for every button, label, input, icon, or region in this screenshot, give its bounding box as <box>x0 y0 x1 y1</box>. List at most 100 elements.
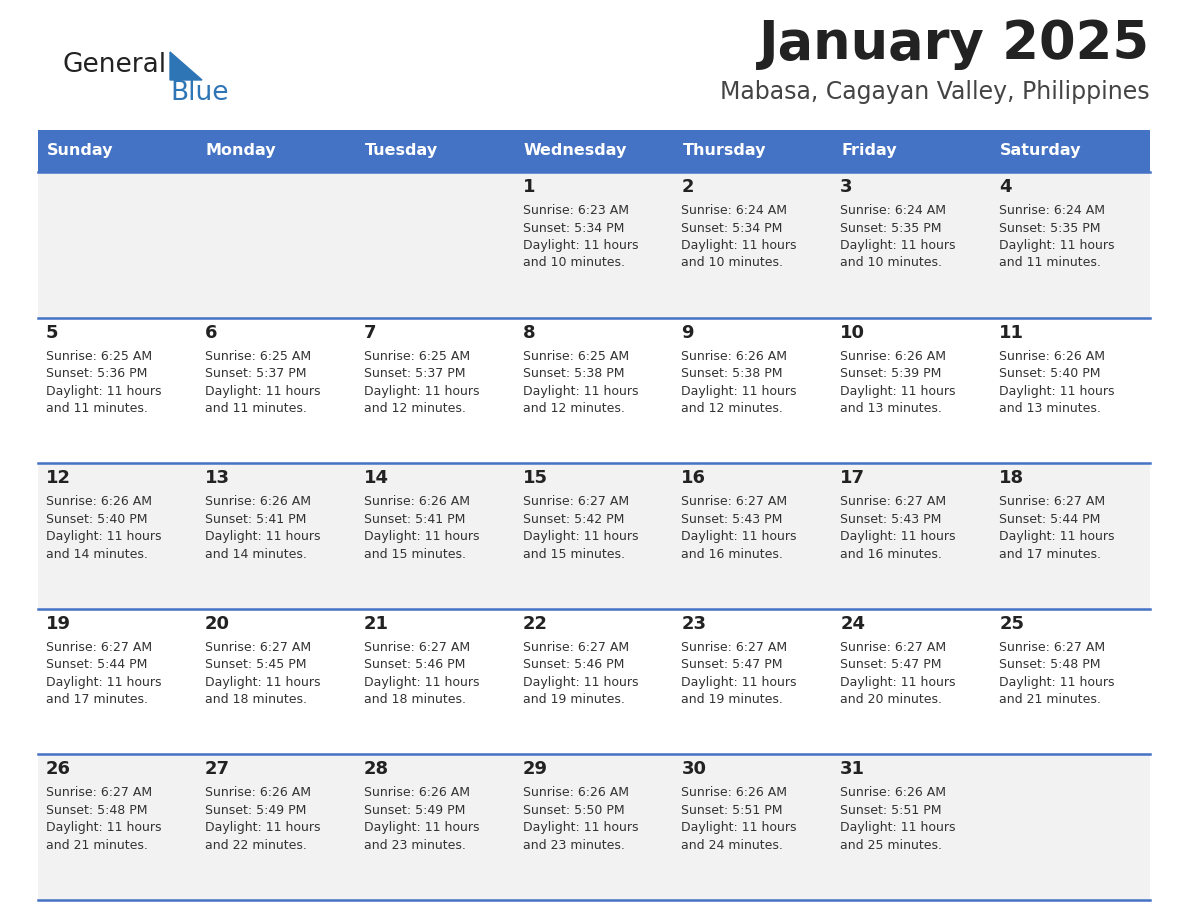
Bar <box>197 755 355 900</box>
Text: Sunrise: 6:26 AM: Sunrise: 6:26 AM <box>840 787 947 800</box>
Text: Sunrise: 6:27 AM: Sunrise: 6:27 AM <box>682 641 788 654</box>
Bar <box>197 609 355 755</box>
Bar <box>991 130 1150 172</box>
Text: 31: 31 <box>840 760 865 778</box>
Text: Sunset: 5:37 PM: Sunset: 5:37 PM <box>364 367 466 380</box>
Text: 27: 27 <box>204 760 229 778</box>
Text: 14: 14 <box>364 469 388 487</box>
Text: Sunset: 5:34 PM: Sunset: 5:34 PM <box>523 221 624 234</box>
Bar <box>355 318 514 464</box>
Text: 22: 22 <box>523 615 548 633</box>
Text: Sunset: 5:42 PM: Sunset: 5:42 PM <box>523 512 624 526</box>
Text: and 18 minutes.: and 18 minutes. <box>204 693 307 706</box>
Bar <box>38 609 197 755</box>
Text: 8: 8 <box>523 324 536 341</box>
Text: Sunset: 5:51 PM: Sunset: 5:51 PM <box>840 804 942 817</box>
Text: Sunset: 5:43 PM: Sunset: 5:43 PM <box>682 512 783 526</box>
Bar <box>833 130 991 172</box>
Bar <box>674 130 833 172</box>
Text: Sunset: 5:40 PM: Sunset: 5:40 PM <box>999 367 1100 380</box>
Text: Sunset: 5:51 PM: Sunset: 5:51 PM <box>682 804 783 817</box>
Text: Sunrise: 6:27 AM: Sunrise: 6:27 AM <box>840 641 947 654</box>
Bar <box>833 755 991 900</box>
Text: Mabasa, Cagayan Valley, Philippines: Mabasa, Cagayan Valley, Philippines <box>720 80 1150 104</box>
Text: 9: 9 <box>682 324 694 341</box>
Text: and 14 minutes.: and 14 minutes. <box>204 548 307 561</box>
Bar <box>514 130 674 172</box>
Text: 23: 23 <box>682 615 707 633</box>
Bar <box>38 755 197 900</box>
Text: Sunset: 5:47 PM: Sunset: 5:47 PM <box>682 658 783 671</box>
Text: Monday: Monday <box>206 143 277 159</box>
Text: Sunday: Sunday <box>48 143 114 159</box>
Text: Sunrise: 6:24 AM: Sunrise: 6:24 AM <box>999 204 1105 217</box>
Text: Sunrise: 6:23 AM: Sunrise: 6:23 AM <box>523 204 628 217</box>
Text: and 19 minutes.: and 19 minutes. <box>682 693 783 706</box>
Text: and 15 minutes.: and 15 minutes. <box>523 548 625 561</box>
Text: Friday: Friday <box>841 143 897 159</box>
Text: and 11 minutes.: and 11 minutes. <box>204 402 307 415</box>
Text: 10: 10 <box>840 324 865 341</box>
Text: 15: 15 <box>523 469 548 487</box>
Text: 18: 18 <box>999 469 1024 487</box>
Bar <box>991 464 1150 609</box>
Text: Daylight: 11 hours: Daylight: 11 hours <box>46 385 162 397</box>
Text: and 13 minutes.: and 13 minutes. <box>999 402 1101 415</box>
Text: 13: 13 <box>204 469 229 487</box>
Polygon shape <box>170 52 202 80</box>
Text: Daylight: 11 hours: Daylight: 11 hours <box>364 385 479 397</box>
Text: 24: 24 <box>840 615 865 633</box>
Text: and 11 minutes.: and 11 minutes. <box>999 256 1101 270</box>
Text: Daylight: 11 hours: Daylight: 11 hours <box>999 385 1114 397</box>
Bar <box>514 755 674 900</box>
Text: and 23 minutes.: and 23 minutes. <box>364 839 466 852</box>
Text: and 12 minutes.: and 12 minutes. <box>682 402 783 415</box>
Text: Daylight: 11 hours: Daylight: 11 hours <box>999 531 1114 543</box>
Text: Sunset: 5:36 PM: Sunset: 5:36 PM <box>46 367 147 380</box>
Text: Sunrise: 6:25 AM: Sunrise: 6:25 AM <box>364 350 469 363</box>
Text: and 18 minutes.: and 18 minutes. <box>364 693 466 706</box>
Text: 16: 16 <box>682 469 707 487</box>
Text: Daylight: 11 hours: Daylight: 11 hours <box>204 531 321 543</box>
Text: Sunrise: 6:25 AM: Sunrise: 6:25 AM <box>523 350 628 363</box>
Text: Daylight: 11 hours: Daylight: 11 hours <box>46 822 162 834</box>
Text: 21: 21 <box>364 615 388 633</box>
Bar <box>833 172 991 318</box>
Text: Sunrise: 6:27 AM: Sunrise: 6:27 AM <box>364 641 469 654</box>
Bar <box>991 609 1150 755</box>
Text: Sunset: 5:46 PM: Sunset: 5:46 PM <box>364 658 465 671</box>
Text: 19: 19 <box>46 615 71 633</box>
Text: Sunset: 5:48 PM: Sunset: 5:48 PM <box>999 658 1100 671</box>
Text: Sunset: 5:45 PM: Sunset: 5:45 PM <box>204 658 307 671</box>
Bar <box>38 464 197 609</box>
Bar <box>38 172 197 318</box>
Text: and 21 minutes.: and 21 minutes. <box>46 839 147 852</box>
Text: Daylight: 11 hours: Daylight: 11 hours <box>523 822 638 834</box>
Text: and 10 minutes.: and 10 minutes. <box>840 256 942 270</box>
Text: 17: 17 <box>840 469 865 487</box>
Bar <box>38 130 197 172</box>
Text: 7: 7 <box>364 324 377 341</box>
Bar <box>514 609 674 755</box>
Text: Blue: Blue <box>170 80 228 106</box>
Text: Sunrise: 6:26 AM: Sunrise: 6:26 AM <box>204 787 311 800</box>
Text: Sunrise: 6:27 AM: Sunrise: 6:27 AM <box>999 495 1105 509</box>
Bar <box>514 172 674 318</box>
Text: Sunset: 5:50 PM: Sunset: 5:50 PM <box>523 804 624 817</box>
Text: Sunset: 5:41 PM: Sunset: 5:41 PM <box>204 512 307 526</box>
Text: Daylight: 11 hours: Daylight: 11 hours <box>682 531 797 543</box>
Bar <box>355 172 514 318</box>
Text: Sunrise: 6:26 AM: Sunrise: 6:26 AM <box>682 350 788 363</box>
Text: Thursday: Thursday <box>682 143 766 159</box>
Text: Sunrise: 6:26 AM: Sunrise: 6:26 AM <box>523 787 628 800</box>
Text: Sunrise: 6:26 AM: Sunrise: 6:26 AM <box>204 495 311 509</box>
Text: Sunrise: 6:25 AM: Sunrise: 6:25 AM <box>204 350 311 363</box>
Text: Daylight: 11 hours: Daylight: 11 hours <box>364 531 479 543</box>
Text: Daylight: 11 hours: Daylight: 11 hours <box>523 239 638 252</box>
Text: Sunrise: 6:25 AM: Sunrise: 6:25 AM <box>46 350 152 363</box>
Bar <box>991 172 1150 318</box>
Text: and 14 minutes.: and 14 minutes. <box>46 548 147 561</box>
Text: Daylight: 11 hours: Daylight: 11 hours <box>682 385 797 397</box>
Text: Sunset: 5:44 PM: Sunset: 5:44 PM <box>999 512 1100 526</box>
Text: Daylight: 11 hours: Daylight: 11 hours <box>523 385 638 397</box>
